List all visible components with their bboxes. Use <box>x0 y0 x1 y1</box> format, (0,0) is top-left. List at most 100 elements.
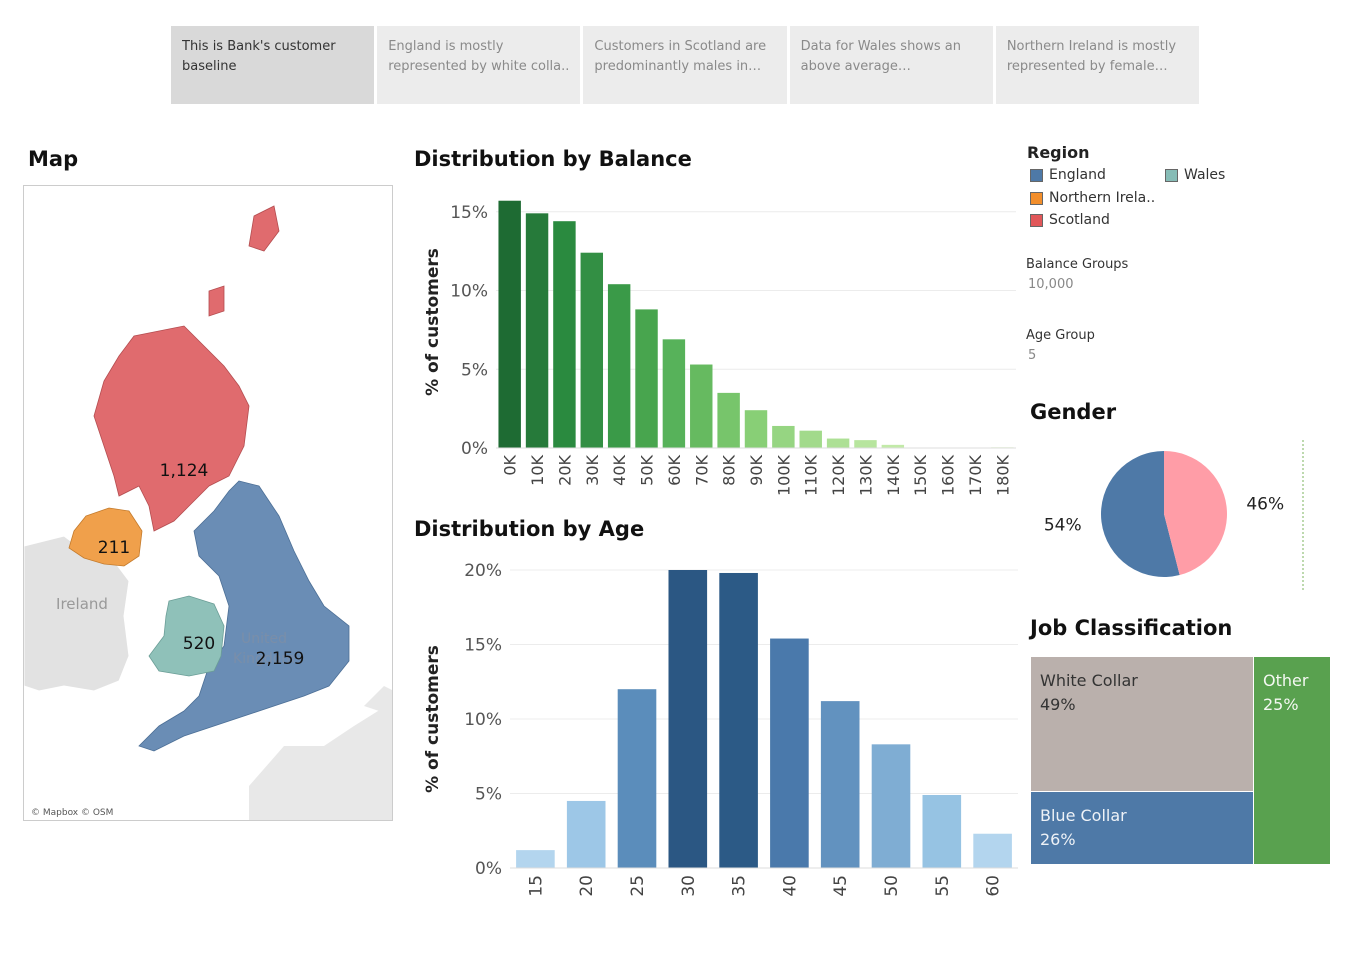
treemap-pct: 26% <box>1040 830 1076 849</box>
bar[interactable] <box>635 309 658 448</box>
bar[interactable] <box>607 284 631 448</box>
bar[interactable] <box>820 701 860 868</box>
bar[interactable] <box>719 572 758 868</box>
x-tick-label: 140K <box>884 454 903 496</box>
age-chart: 0% 5% 10% 15% 20% % of customers 15 20 25 30 35 40 4… <box>423 561 1018 897</box>
region-england[interactable] <box>138 480 350 752</box>
bar[interactable] <box>662 339 686 448</box>
bar[interactable] <box>580 252 604 448</box>
balance-groups-value[interactable]: 10,000 <box>1028 277 1074 292</box>
bar[interactable] <box>770 638 809 868</box>
legend-item-wales[interactable]: Wales <box>1165 167 1225 183</box>
x-tick-label: 160K <box>939 454 958 496</box>
treemap-other[interactable]: Other 25% <box>1254 657 1330 864</box>
x-tick-label: 170K <box>966 454 985 496</box>
story-tab-scotland[interactable]: Customers in Scotland are predominantly … <box>583 26 787 104</box>
story-tab-label: Northern Ireland is mostly represented b… <box>1006 39 1177 74</box>
bar[interactable] <box>799 430 822 448</box>
bar[interactable] <box>668 570 708 868</box>
pie-slice[interactable] <box>1101 451 1180 577</box>
map-value-england: 2,159 <box>256 649 305 669</box>
job-chart-title: Job Classification <box>1030 616 1233 640</box>
story-tab-label: This is Bank's customer baseline <box>182 39 336 74</box>
treemap-white-collar[interactable]: White Collar 49% <box>1031 657 1254 792</box>
story-tab-england[interactable]: England is mostly represented by white c… <box>377 26 581 104</box>
balance-groups-label: Balance Groups <box>1026 257 1129 272</box>
map-label-uk-line1: United <box>241 631 287 647</box>
region-legend-title: Region <box>1027 143 1090 162</box>
bar[interactable] <box>881 444 905 448</box>
region-scotland[interactable] <box>93 205 280 532</box>
map-title: Map <box>28 147 79 171</box>
bar[interactable] <box>826 438 850 448</box>
map-label-uk-line2: Kingdom <box>233 651 295 667</box>
x-tick-label: 30 <box>679 875 699 897</box>
age-group-value[interactable]: 5 <box>1028 348 1037 363</box>
legend-swatch <box>1165 168 1178 182</box>
bar[interactable] <box>553 221 576 448</box>
bar[interactable] <box>973 833 1012 868</box>
legend-item-england[interactable]: England <box>1030 167 1106 183</box>
bar[interactable] <box>922 794 962 868</box>
x-tick-label: 50K <box>638 455 657 486</box>
x-tick-label: 50 <box>882 875 902 897</box>
legend-swatch <box>1030 191 1043 205</box>
story-tab-label: Customers in Scotland are predominantly … <box>594 39 767 74</box>
bar[interactable] <box>617 689 657 868</box>
x-tick-label: 40 <box>780 875 800 897</box>
x-tick-label: 15 <box>526 875 546 897</box>
gender-pie: 54% 46% <box>1044 440 1304 590</box>
legend-item-label: Northern Irela.. <box>1049 190 1156 206</box>
pie-slice[interactable] <box>1164 451 1227 576</box>
bar[interactable] <box>566 800 606 868</box>
bar[interactable] <box>498 200 521 448</box>
map-view[interactable]: Ireland United Kingdom 1,124 211 520 2,1… <box>23 185 393 821</box>
region-wales[interactable] <box>148 595 225 677</box>
x-tick-label: 80K <box>720 455 739 486</box>
pie-label: 54% <box>1044 515 1082 535</box>
legend-swatch <box>1030 168 1043 182</box>
treemap-blue-collar[interactable]: Blue Collar 26% <box>1031 792 1254 864</box>
legend-swatch <box>1030 213 1043 227</box>
bar[interactable] <box>871 744 911 868</box>
bar[interactable] <box>772 425 795 448</box>
y-tick-label: 5% <box>475 785 502 805</box>
treemap-label: Blue Collar <box>1040 806 1127 825</box>
legend-item-label: Wales <box>1184 167 1226 183</box>
map-attribution: © Mapbox © OSM <box>31 808 113 818</box>
story-tab-northern-ireland[interactable]: Northern Ireland is mostly represented b… <box>995 26 1200 104</box>
bar[interactable] <box>516 850 555 868</box>
map-value-wales: 520 <box>183 634 215 654</box>
x-tick-label: 150K <box>911 454 930 496</box>
x-tick-label: 70K <box>692 455 711 486</box>
treemap-label: Other <box>1263 671 1309 690</box>
y-tick-label: 0% <box>475 859 502 879</box>
legend-item-scotland[interactable]: Scotland <box>1030 212 1110 228</box>
x-tick-label: 0K <box>501 454 520 475</box>
legend-item-label: Scotland <box>1049 212 1110 228</box>
bar[interactable] <box>744 410 768 448</box>
bar[interactable] <box>854 440 877 448</box>
legend-item-label: England <box>1049 167 1106 183</box>
y-tick-label: 5% <box>461 360 488 380</box>
age-group-label: Age Group <box>1026 328 1095 343</box>
y-tick-label: 15% <box>464 636 502 656</box>
story-tab-label: England is mostly represented by white c… <box>388 39 570 74</box>
bar[interactable] <box>525 213 549 448</box>
gender-chart-title: Gender <box>1030 400 1117 424</box>
story-tab-wales[interactable]: Data for Wales shows an above average re… <box>789 26 993 104</box>
story-tab-baseline[interactable]: This is Bank's customer baseline <box>171 26 375 104</box>
treemap-pct: 25% <box>1263 695 1299 714</box>
x-tick-label: 20K <box>555 455 574 486</box>
treemap-label: White Collar <box>1040 671 1138 690</box>
x-tick-label: 20 <box>577 875 597 897</box>
story-tab-label: Data for Wales shows an above average re… <box>800 39 962 74</box>
age-chart-title: Distribution by Age <box>414 517 645 541</box>
bar[interactable] <box>690 364 713 448</box>
bar[interactable] <box>717 392 740 448</box>
legend-item-northern-ireland[interactable]: Northern Irela.. <box>1030 190 1155 206</box>
x-tick-label: 40K <box>610 455 629 486</box>
region-northern-ireland[interactable] <box>68 507 143 567</box>
job-treemap: White Collar 49% Blue Collar 26% Other 2… <box>1031 657 1330 864</box>
x-tick-label: 100K <box>774 454 793 496</box>
